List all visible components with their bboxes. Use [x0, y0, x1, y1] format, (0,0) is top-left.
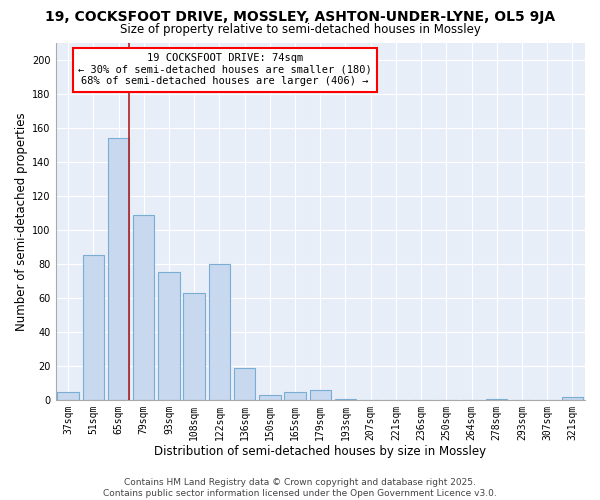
Bar: [259, 395, 281, 400]
Bar: [209, 264, 230, 400]
Bar: [158, 272, 180, 400]
Bar: [58, 392, 79, 400]
Bar: [234, 368, 256, 400]
Bar: [310, 390, 331, 400]
Bar: [133, 214, 154, 400]
Bar: [486, 398, 508, 400]
Text: 19, COCKSFOOT DRIVE, MOSSLEY, ASHTON-UNDER-LYNE, OL5 9JA: 19, COCKSFOOT DRIVE, MOSSLEY, ASHTON-UND…: [45, 10, 555, 24]
Text: Contains HM Land Registry data © Crown copyright and database right 2025.
Contai: Contains HM Land Registry data © Crown c…: [103, 478, 497, 498]
Bar: [284, 392, 306, 400]
Text: 19 COCKSFOOT DRIVE: 74sqm
← 30% of semi-detached houses are smaller (180)
68% of: 19 COCKSFOOT DRIVE: 74sqm ← 30% of semi-…: [78, 53, 372, 86]
Bar: [562, 397, 583, 400]
Bar: [184, 293, 205, 400]
Text: Size of property relative to semi-detached houses in Mossley: Size of property relative to semi-detach…: [119, 22, 481, 36]
Bar: [335, 398, 356, 400]
Y-axis label: Number of semi-detached properties: Number of semi-detached properties: [15, 112, 28, 330]
Bar: [108, 138, 129, 400]
X-axis label: Distribution of semi-detached houses by size in Mossley: Distribution of semi-detached houses by …: [154, 444, 487, 458]
Bar: [83, 256, 104, 400]
